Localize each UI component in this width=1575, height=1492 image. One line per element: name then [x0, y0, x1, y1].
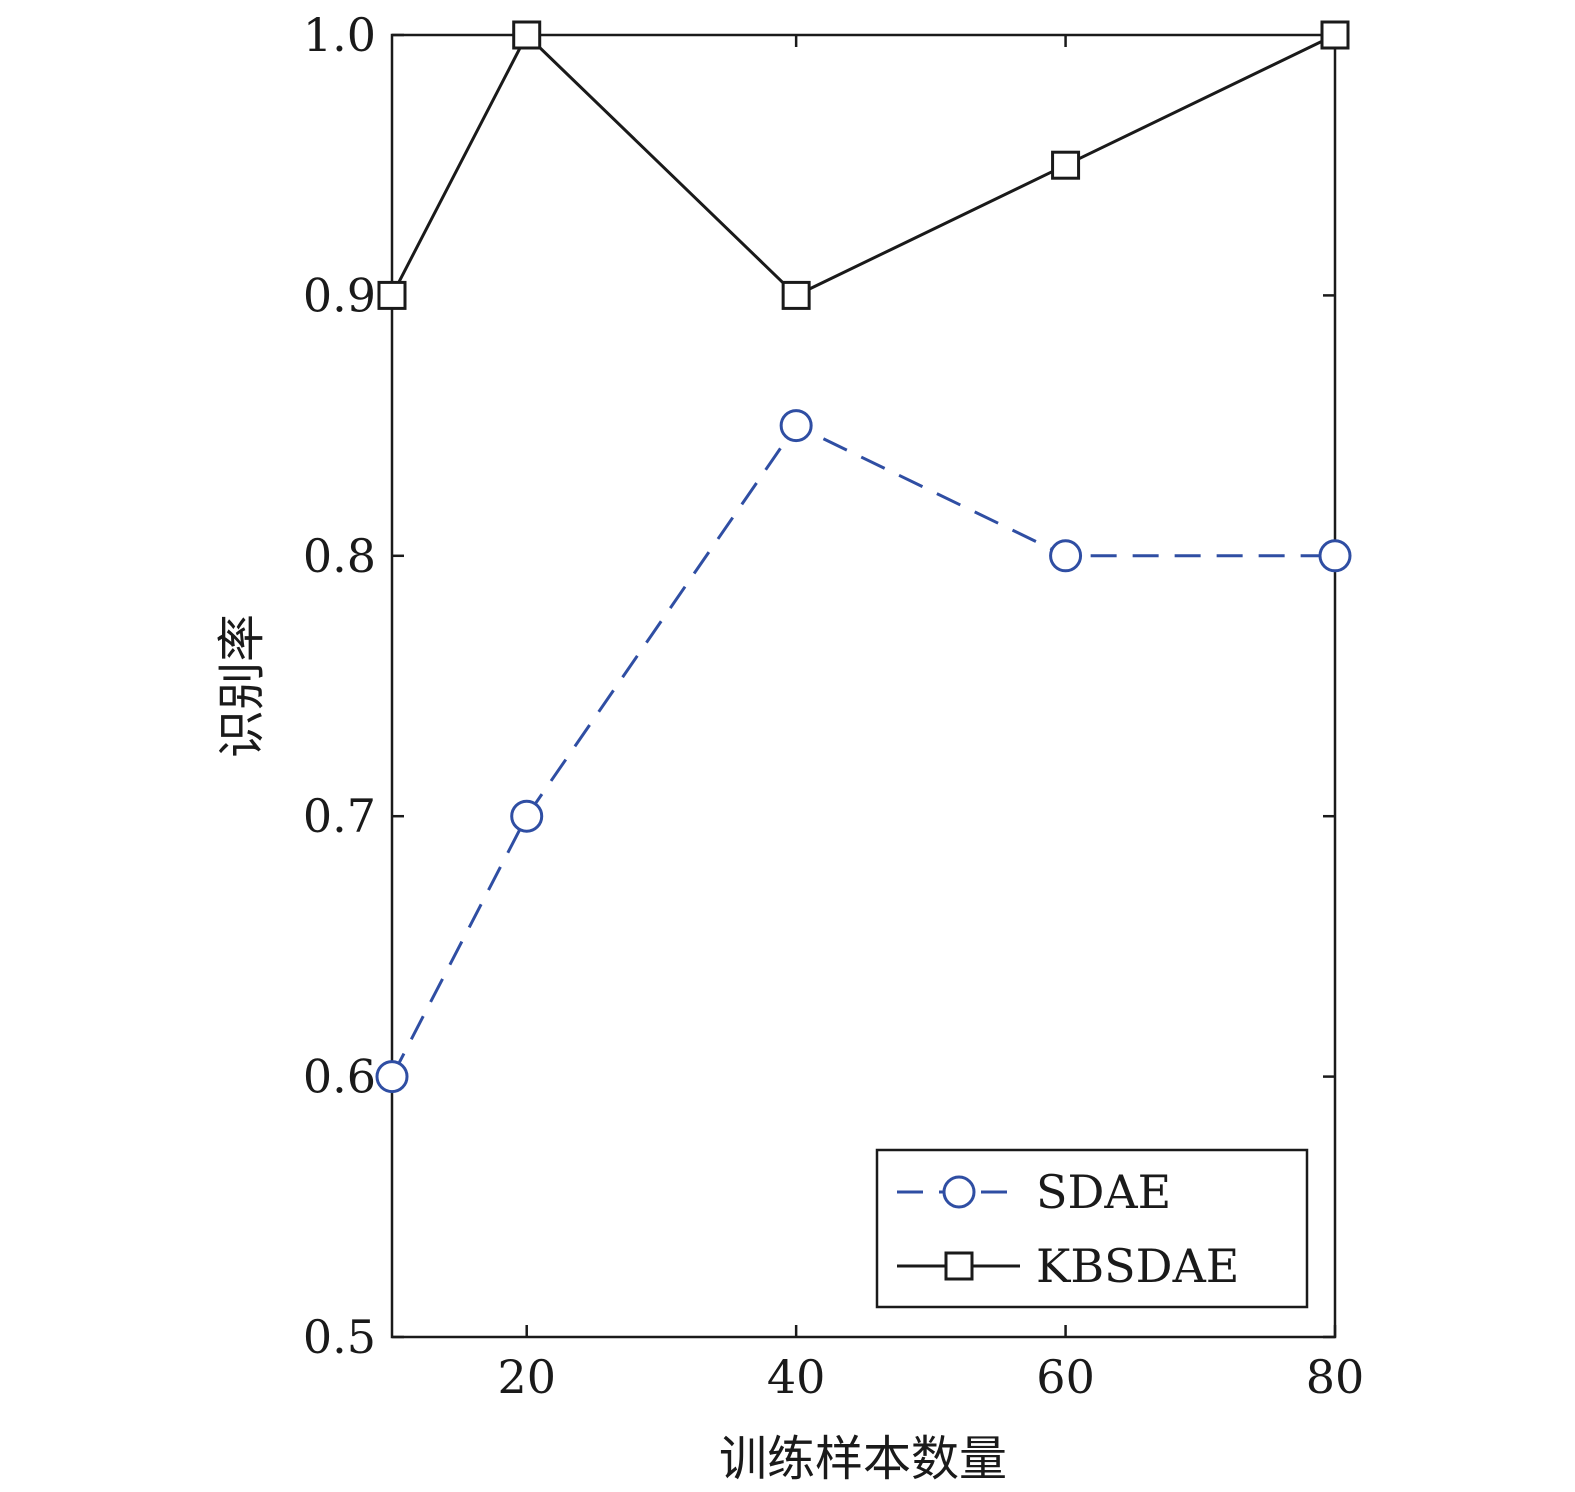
y-axis-ticks: 0.5 0.6 0.7 0.8 0.9 1.0: [303, 8, 1335, 1364]
legend-label-kbsdae: KBSDAE: [1036, 1239, 1239, 1293]
data-point-kbsdae: [1051, 150, 1081, 180]
y-tick-label: 0.5: [303, 1310, 376, 1364]
y-axis-label: 识别率: [214, 614, 270, 758]
x-tick-label: 20: [497, 1350, 556, 1404]
data-point-sdae: [1318, 539, 1352, 573]
series-line-sdae: [390, 423, 1335, 1078]
legend-sdae-marker: [942, 1175, 976, 1209]
data-point-kbsdae: [377, 280, 407, 310]
y-tick-label: 0.8: [303, 529, 376, 583]
plot-area: [390, 33, 1337, 1339]
data-point-sdae: [779, 409, 813, 443]
y-tick-label: 0.9: [303, 268, 376, 322]
legend: SDAE KBSDAE: [875, 1148, 1309, 1309]
y-tick-label: 1.0: [303, 8, 376, 62]
x-axis-ticks: 20 40 60 80: [497, 35, 1364, 1404]
data-point-sdae: [510, 799, 544, 833]
y-tick-label: 0.7: [303, 789, 376, 843]
data-point-kbsdae: [1320, 20, 1350, 50]
x-axis-label: 训练样本数量: [719, 1431, 1007, 1487]
x-tick-label: 40: [767, 1350, 826, 1404]
x-tick-label: 80: [1306, 1350, 1365, 1404]
x-tick-label: 60: [1036, 1350, 1095, 1404]
data-point-sdae: [375, 1060, 409, 1094]
data-point-kbsdae: [512, 20, 542, 50]
legend-kbsdae-marker: [944, 1251, 974, 1281]
series-layer: [375, 20, 1352, 1094]
data-point-sdae: [1049, 539, 1083, 573]
series-line-kbsdae: [390, 32, 1336, 298]
legend-label-sdae: SDAE: [1036, 1165, 1171, 1219]
legend-box: [875, 1148, 1309, 1309]
data-point-kbsdae: [781, 280, 811, 310]
y-tick-label: 0.6: [303, 1050, 376, 1104]
